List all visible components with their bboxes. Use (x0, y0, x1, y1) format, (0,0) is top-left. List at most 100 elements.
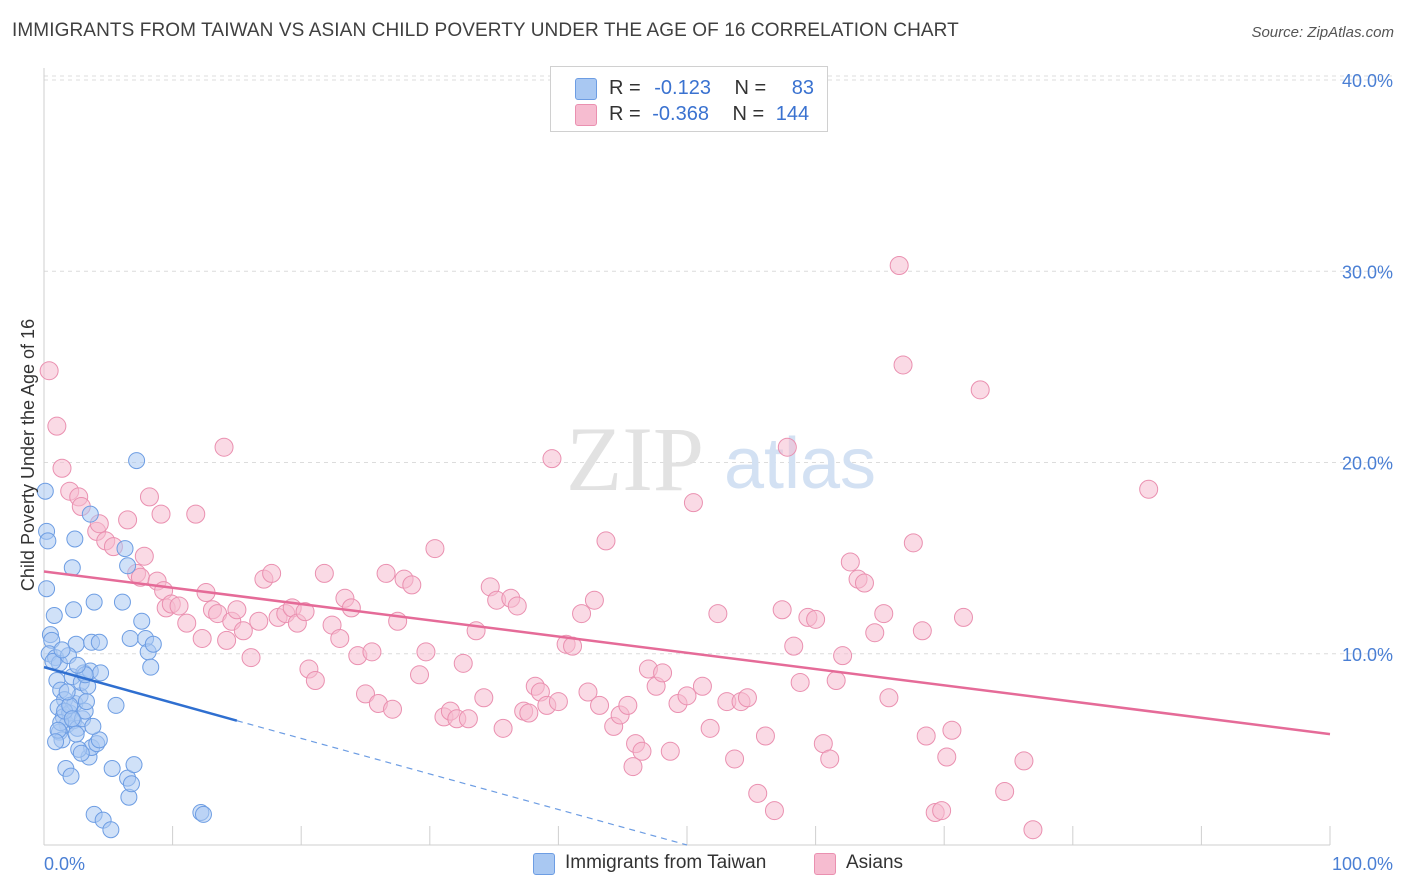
data-point (1139, 479, 1159, 499)
bottom-swatch-asians (814, 853, 836, 875)
data-point (932, 801, 952, 821)
data-point (38, 580, 56, 598)
data-point (52, 458, 72, 478)
data-point (474, 688, 494, 708)
y-tick-label: 30.0% (1342, 262, 1393, 282)
data-point (425, 539, 445, 559)
legend-n-label: N = (734, 77, 767, 99)
data-point (92, 664, 110, 682)
data-point (953, 607, 973, 627)
data-point (493, 718, 513, 738)
data-point (874, 604, 894, 624)
data-point (410, 665, 430, 685)
data-point (1023, 820, 1043, 840)
data-point (725, 749, 745, 769)
data-point (507, 596, 527, 616)
data-point (151, 504, 171, 524)
data-point (192, 628, 212, 648)
data-point (45, 607, 63, 624)
data-point (116, 540, 134, 558)
x-tick-label-max: 100.0% (1332, 854, 1393, 874)
data-point (755, 726, 775, 746)
data-point (233, 621, 253, 641)
data-point (65, 601, 83, 619)
legend-n-value-taiwan: 83 (791, 77, 815, 99)
data-point (632, 741, 652, 761)
data-point (128, 452, 146, 470)
data-point (214, 437, 234, 457)
y-axis-label: Child Poverty Under the Age of 16 (18, 319, 38, 591)
data-point (590, 695, 610, 715)
data-point (53, 641, 71, 659)
data-point (826, 671, 846, 691)
data-point (578, 682, 598, 702)
data-point (295, 602, 315, 622)
data-point (618, 695, 638, 715)
data-point (854, 573, 874, 593)
legend-swatch-taiwan (575, 78, 597, 100)
data-point (36, 482, 54, 500)
data-point (142, 658, 160, 676)
data-point (66, 530, 84, 548)
data-point (995, 781, 1015, 801)
data-point (241, 648, 261, 668)
data-point (893, 355, 913, 375)
bottom-label-taiwan: Immigrants from Taiwan (565, 852, 767, 873)
data-point (376, 563, 396, 583)
data-point (305, 671, 325, 691)
data-point (623, 757, 643, 777)
data-point (63, 710, 81, 728)
y-tick-label: 10.0% (1342, 645, 1393, 665)
data-point (81, 505, 99, 523)
data-point (865, 623, 885, 643)
data-point (784, 636, 804, 656)
data-point (139, 487, 159, 507)
y-tick-label: 20.0% (1342, 454, 1393, 474)
data-point (970, 380, 990, 400)
data-point (341, 598, 361, 618)
data-point (572, 604, 592, 624)
legend-r-value-taiwan: -0.123 (654, 77, 711, 99)
data-point (144, 635, 162, 653)
data-point (217, 630, 237, 650)
gridlines (44, 75, 1392, 655)
data-point (912, 621, 932, 641)
legend-n-value-asians: 144 (775, 103, 810, 125)
data-point (58, 683, 76, 701)
data-point (314, 563, 334, 583)
data-point (596, 531, 616, 551)
data-point (103, 760, 121, 777)
data-point (772, 600, 792, 620)
data-point (692, 676, 712, 696)
data-point (121, 629, 139, 647)
data-point (85, 593, 103, 611)
data-point (519, 703, 539, 723)
data-point (942, 720, 962, 740)
legend-r-value-asians: -0.368 (652, 103, 709, 125)
data-point (134, 546, 154, 566)
watermark-zip: ZIP (566, 408, 704, 510)
data-point (584, 590, 604, 610)
data-point (249, 611, 269, 631)
data-point (169, 596, 189, 616)
data-point (416, 642, 436, 662)
data-point (903, 533, 923, 553)
data-point (840, 552, 860, 572)
source-label: Source: ZipAtlas.com (1251, 24, 1394, 41)
bottom-swatch-taiwan (533, 853, 555, 875)
data-point (548, 692, 568, 712)
tick-labels: 10.0% 20.0% 30.0% 40.0% 0.0% 100.0% (44, 71, 1393, 874)
data-point (677, 686, 697, 706)
bottom-label-asians: Asians (846, 852, 904, 873)
data-point (133, 612, 151, 630)
data-point (458, 709, 478, 729)
data-point (362, 642, 382, 662)
legend-r-label: R = (609, 103, 641, 125)
data-point (67, 725, 85, 743)
legend-swatch-asians (575, 104, 597, 126)
data-point (72, 744, 90, 762)
data-point (708, 604, 728, 624)
data-point (764, 801, 784, 821)
trend-line-taiwan (43, 665, 238, 722)
